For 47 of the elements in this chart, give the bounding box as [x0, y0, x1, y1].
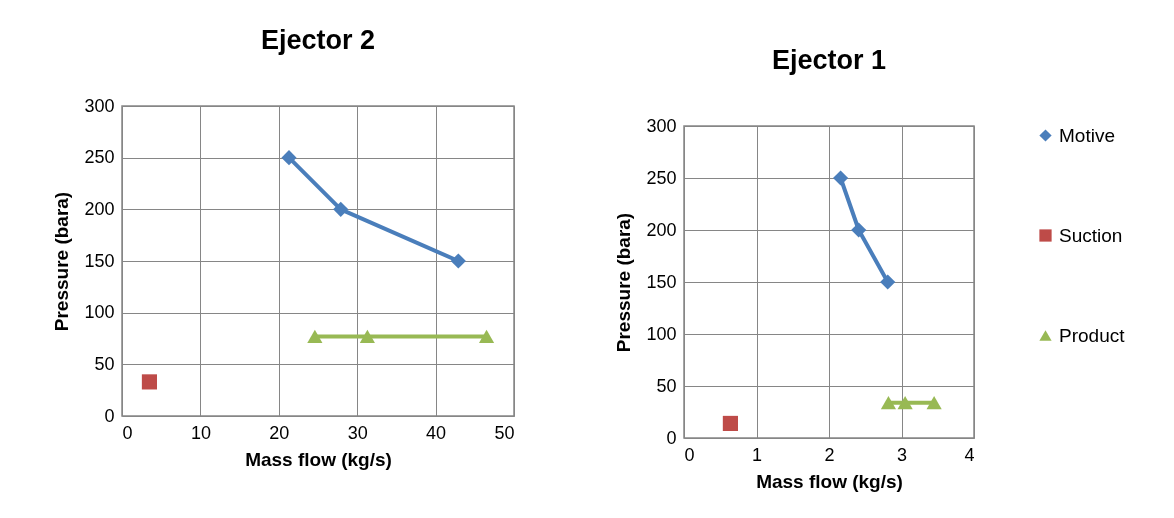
point: [880, 396, 897, 410]
y-tick-label: 250: [84, 147, 115, 168]
point: [307, 329, 323, 343]
y-tick-label: 200: [84, 198, 115, 219]
x-tick-label: 0: [684, 444, 695, 465]
y-tick-label: 250: [646, 167, 677, 188]
point: [333, 201, 349, 217]
point: [897, 396, 913, 410]
x-tick-label: 20: [269, 422, 290, 443]
x-tick-label: 1: [751, 444, 763, 465]
x-tick-label: 3: [896, 444, 908, 465]
x-tick-label: 40: [426, 422, 447, 443]
point: [880, 274, 896, 290]
y-axis-title: Pressure (bara): [51, 191, 73, 332]
legend-label: Motive: [1059, 124, 1115, 146]
point: [833, 170, 849, 186]
point: [281, 150, 297, 166]
point: [359, 329, 375, 343]
point: [722, 415, 738, 432]
x-tick-label: 30: [347, 422, 368, 443]
chart-title: Ejector 1: [771, 45, 887, 75]
chart-title: Ejector 2: [260, 25, 376, 55]
point: [851, 222, 867, 238]
y-axis-title: Pressure (bara): [613, 212, 635, 353]
x-tick-label: 2: [824, 444, 835, 465]
y-tick-label: 150: [84, 250, 115, 271]
y-tick-label: 150: [646, 271, 677, 292]
x-axis-title: Mass flow (kg/s): [245, 448, 392, 470]
y-tick-label: 50: [656, 375, 677, 396]
y-tick-label: 200: [646, 219, 677, 240]
y-tick-label: 300: [646, 115, 677, 136]
y-tick-label: 50: [94, 353, 115, 374]
legend-label: Suction: [1059, 224, 1123, 246]
y-tick-label: 300: [84, 95, 115, 116]
x-tick-label: 4: [964, 444, 975, 465]
x-tick-label: 10: [190, 422, 211, 443]
x-axis-title: Mass flow (kg/s): [756, 470, 903, 492]
y-tick-label: 0: [104, 405, 115, 426]
x-tick-label: 0: [122, 422, 133, 443]
point: [478, 329, 495, 343]
y-tick-label: 100: [646, 323, 677, 344]
x-tick-label: 50: [494, 422, 515, 443]
legend-label: Product: [1059, 324, 1126, 346]
y-tick-label: 100: [84, 302, 115, 323]
point: [926, 396, 942, 410]
point: [450, 253, 466, 269]
point: [141, 374, 158, 390]
